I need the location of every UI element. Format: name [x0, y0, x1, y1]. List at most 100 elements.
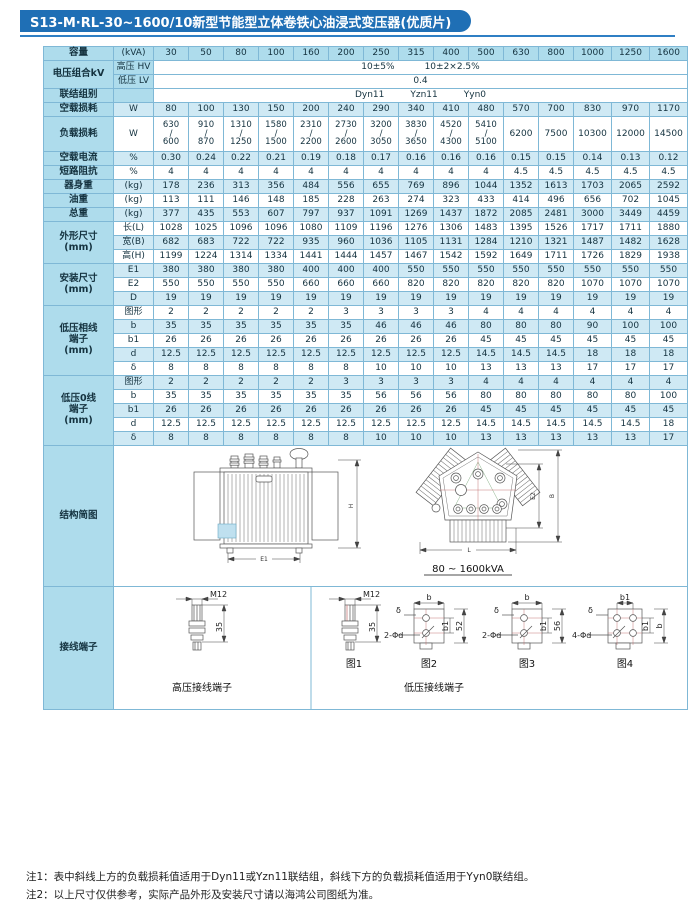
lv-phase-terminal-b-value: 80	[538, 319, 574, 334]
fig3-dim-2phid: 2-Φd	[482, 631, 501, 640]
outline-width-value: 960	[328, 235, 364, 250]
capacity-value: 1600	[649, 46, 688, 61]
body-weight-value: 1352	[503, 179, 539, 194]
body-weight-value: 655	[363, 179, 399, 194]
body-weight-value: 556	[328, 179, 364, 194]
load-loss-slash: /	[414, 128, 418, 139]
lv-phase-terminal-delta-value: 8	[328, 361, 364, 376]
lv-phase-terminal-label-line3: (mm)	[64, 344, 93, 356]
install-e1-value: 550	[398, 263, 434, 278]
lv-phase-terminal-b1-value: 45	[573, 333, 612, 348]
lv-terminal-figure-1: M12 35 图1	[329, 590, 381, 670]
load-loss-value: 910/870	[188, 116, 224, 152]
lv-zero-terminal-delta-value: 13	[468, 431, 504, 446]
install-e1-value: 380	[223, 263, 259, 278]
fig4-dim-b1: b1	[641, 621, 650, 631]
voltage-lv-row: 低压 LV 0.4	[44, 74, 688, 89]
no-load-loss-value: 480	[468, 102, 504, 117]
lv-zero-terminal-b1-value: 45	[468, 403, 504, 418]
lv-phase-terminal-b-value: 80	[468, 319, 504, 334]
lv-phase-terminal-d-value: 12.5	[328, 347, 364, 362]
banner-underline	[20, 35, 675, 37]
lv-zero-terminal-b-value: 80	[538, 389, 574, 404]
capacity-value: 30	[153, 46, 189, 61]
install-d-value: 19	[503, 291, 539, 306]
load-loss-slash: /	[309, 128, 313, 139]
load-loss-top: 3200	[370, 120, 392, 131]
no-load-loss-value: 100	[188, 102, 224, 117]
capacity-value: 500	[468, 46, 504, 61]
load-loss-value: 6200	[503, 116, 539, 152]
install-e1-value: 400	[363, 263, 399, 278]
fig3-caption: 图3	[519, 658, 535, 670]
outline-height-value: 1592	[468, 249, 504, 264]
hv-value-1: 10±5%	[361, 62, 395, 73]
short-circuit-impedance: 短路阻抗% 4 4 4 4 4 4 4 4 4 4 4.5 4.5 4.5 4.5 4.5	[43, 165, 688, 180]
lv-zero-terminal-shape-value: 4	[538, 375, 574, 390]
lv-phase-terminal-b-value: 35	[258, 319, 294, 334]
lv-phase-terminal-shape-value: 2	[153, 305, 189, 320]
outline-height-value: 1199	[153, 249, 189, 264]
lv-phase-terminal-shape-value: 4	[611, 305, 650, 320]
connection-value: Yzn11	[410, 90, 438, 101]
lv-phase-terminal-b-value: 46	[398, 319, 434, 334]
lv-zero-terminal-b-value: 56	[398, 389, 434, 404]
lv-zero-terminal-shape-value: 3	[433, 375, 469, 390]
lv-zero-terminal-b-row: b 35 35 35 35 35 35 56 56 56 80 80 80 80 80 100	[44, 389, 688, 404]
lv-zero-terminal-label-line1: 低压0线	[60, 393, 97, 405]
lv-phase-terminal-delta-value: 10	[433, 361, 469, 376]
total-weight-value: 1872	[468, 207, 504, 222]
no-load-loss-value: 1170	[649, 102, 688, 117]
body-weight: 器身重 (kg) 178 236 313 356 484 556 655 769 896 1044 13…	[43, 179, 688, 194]
voltage-hv-row: 电压组合kV 高压 HV 10±5% 10±2×2.5%	[43, 60, 688, 89]
capacity-value: 315	[398, 46, 434, 61]
outline-length-value: 1096	[223, 221, 259, 236]
lv-zero-terminal-b1-value: 45	[611, 403, 650, 418]
total-weight-value: 1091	[363, 207, 399, 222]
outline-height-row: 高(H) 1199 1224 1314 1334 1441 1444 1457 1467 1542…	[44, 249, 688, 264]
connection-group-row: 联结组别 Dyn11 Yzn11 Yyn0	[43, 88, 688, 103]
load-loss-slash: /	[379, 128, 383, 139]
load-loss-slash: /	[344, 128, 348, 139]
lv-phase-terminal-label-line2: 端子	[68, 334, 88, 346]
lv-label: 低压 LV	[113, 74, 154, 89]
lv-phase-terminal-b1-value: 26	[433, 333, 469, 348]
outline-width-value: 1628	[649, 235, 688, 250]
oil-weight-label: 油重	[43, 193, 114, 208]
no-load-current-value: 0.13	[611, 151, 650, 166]
lv-phase-terminal-b1-value: 45	[538, 333, 574, 348]
connection-unit-blank	[113, 88, 154, 103]
body-weight-value: 236	[188, 179, 224, 194]
load-loss-value: 1580/1500	[258, 116, 294, 152]
no-load-current-value: 0.12	[649, 151, 688, 166]
load-loss-bottom: 1500	[265, 137, 287, 148]
capacity-value: 1000	[573, 46, 612, 61]
oil-weight-value: 274	[398, 193, 434, 208]
no-load-loss-value: 700	[538, 102, 574, 117]
no-load-current-value: 0.22	[223, 151, 259, 166]
no-load-current-unit: %	[113, 151, 154, 166]
outline-length-value: 1196	[363, 221, 399, 236]
short-circuit-impedance-value: 4.5	[503, 165, 539, 180]
lv-phase-terminal-b1-value: 26	[188, 333, 224, 348]
body-weight-value: 769	[398, 179, 434, 194]
short-circuit-impedance-value: 4	[468, 165, 504, 180]
oil-weight-value: 433	[468, 193, 504, 208]
connection-label: 联结组别	[43, 88, 114, 103]
outline-length-value: 1526	[538, 221, 574, 236]
oil-weight-value: 656	[573, 193, 612, 208]
body-weight-label: 器身重	[43, 179, 114, 194]
note-2: 注2：以上尺寸仅供参考，实际产品外形及安装尺寸请以海鸿公司图纸为准。	[26, 889, 380, 902]
capacity-value: 630	[503, 46, 539, 61]
outline-height-value: 1711	[538, 249, 574, 264]
load-loss-value: 3200/3050	[363, 116, 399, 152]
lv-phase-terminal-delta-value: 8	[188, 361, 224, 376]
load-loss-value: 7500	[538, 116, 574, 152]
fig4-dim-b1-top: b1	[620, 593, 630, 602]
total-weight-value: 607	[258, 207, 294, 222]
lv-phase-terminal-shape-value: 2	[258, 305, 294, 320]
oil-weight-unit: (kg)	[113, 193, 154, 208]
oil-weight-value: 414	[503, 193, 539, 208]
capacity-value: 400	[433, 46, 469, 61]
outline-length-value: 1109	[328, 221, 364, 236]
